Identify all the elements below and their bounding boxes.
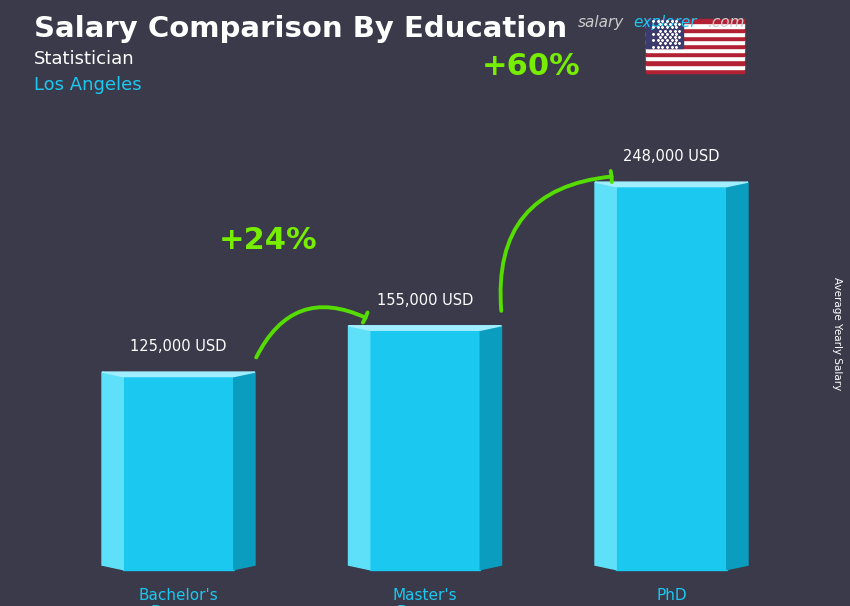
Text: +24%: +24% xyxy=(218,227,317,255)
Bar xyxy=(646,61,744,64)
Text: Salary Comparison By Education: Salary Comparison By Education xyxy=(34,15,567,43)
Bar xyxy=(646,48,744,52)
Text: PhD: PhD xyxy=(656,588,687,603)
Bar xyxy=(646,19,683,48)
Text: 155,000 USD: 155,000 USD xyxy=(377,293,473,307)
Polygon shape xyxy=(102,372,255,376)
Bar xyxy=(616,187,727,570)
Bar xyxy=(123,376,234,570)
Text: 125,000 USD: 125,000 USD xyxy=(130,339,227,354)
Text: .com: .com xyxy=(707,15,745,30)
Bar xyxy=(646,36,744,40)
Bar xyxy=(646,24,744,28)
Bar xyxy=(646,28,744,32)
Text: Average Yearly Salary: Average Yearly Salary xyxy=(832,277,842,390)
Text: Bachelor's
Degree: Bachelor's Degree xyxy=(139,588,218,606)
Bar xyxy=(646,32,744,36)
Bar xyxy=(646,44,744,48)
Text: Los Angeles: Los Angeles xyxy=(34,76,142,94)
Bar xyxy=(646,52,744,56)
Bar xyxy=(646,40,744,44)
Text: +60%: +60% xyxy=(482,53,581,81)
Text: salary: salary xyxy=(578,15,624,30)
Text: Statistician: Statistician xyxy=(34,50,134,68)
Polygon shape xyxy=(348,325,502,330)
Text: Master's
Degree: Master's Degree xyxy=(393,588,457,606)
Polygon shape xyxy=(234,372,255,570)
Bar xyxy=(646,19,744,24)
Bar xyxy=(646,64,744,68)
Polygon shape xyxy=(595,182,616,570)
Polygon shape xyxy=(595,182,748,187)
Bar xyxy=(646,56,744,61)
Text: explorer: explorer xyxy=(633,15,697,30)
Polygon shape xyxy=(102,372,123,570)
Polygon shape xyxy=(348,325,370,570)
Bar xyxy=(646,68,744,73)
Bar xyxy=(370,330,480,570)
Polygon shape xyxy=(480,325,501,570)
Text: 248,000 USD: 248,000 USD xyxy=(623,149,720,164)
Polygon shape xyxy=(727,182,748,570)
